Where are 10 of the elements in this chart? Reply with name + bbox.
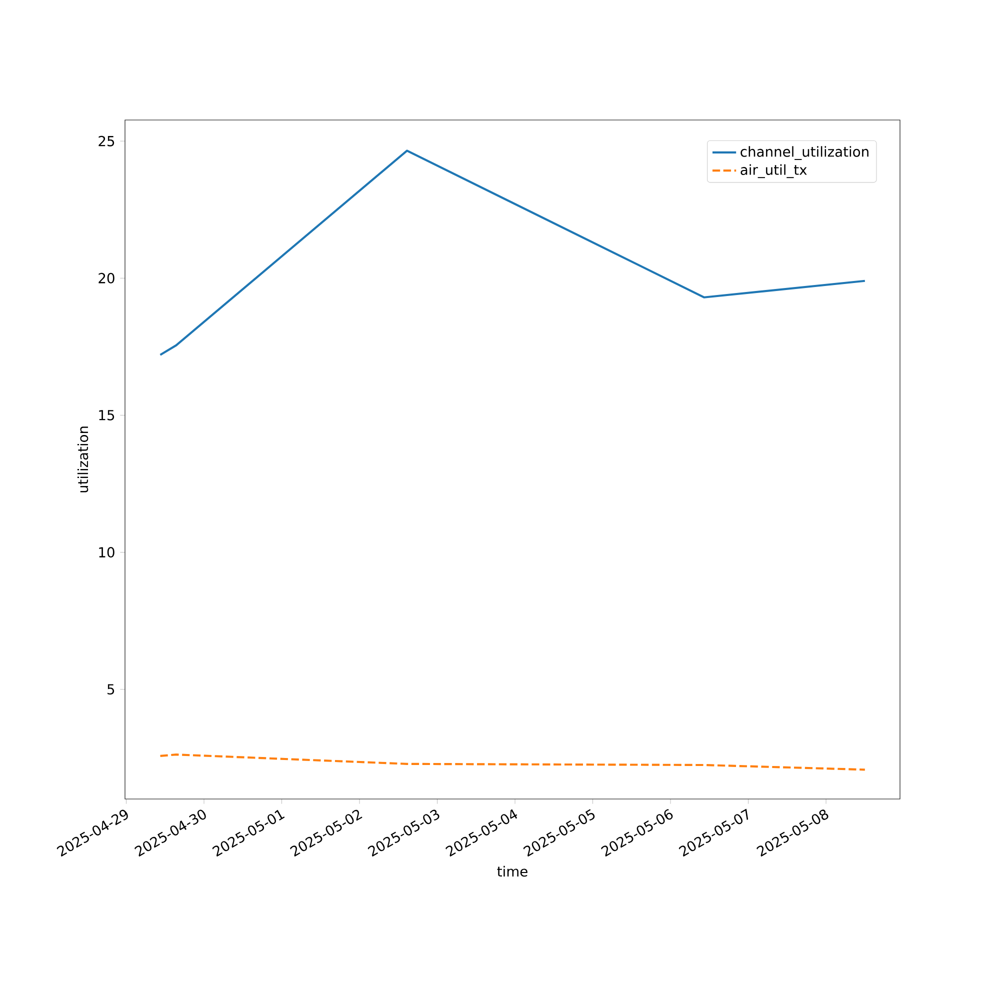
legend-label: air_util_tx [740,164,807,178]
y-axis-title: utilization [77,426,88,492]
y-tick-label: 10 [99,547,114,558]
x-axis-title: time [497,866,528,877]
line-series [159,754,866,771]
y-tick-label: 25 [98,136,114,146]
y-tick-label: 15 [99,410,114,420]
y-tick-label: 5 [108,684,114,694]
y-tick-label: 20 [98,272,114,284]
legend-label: channel_utilization [740,146,868,160]
